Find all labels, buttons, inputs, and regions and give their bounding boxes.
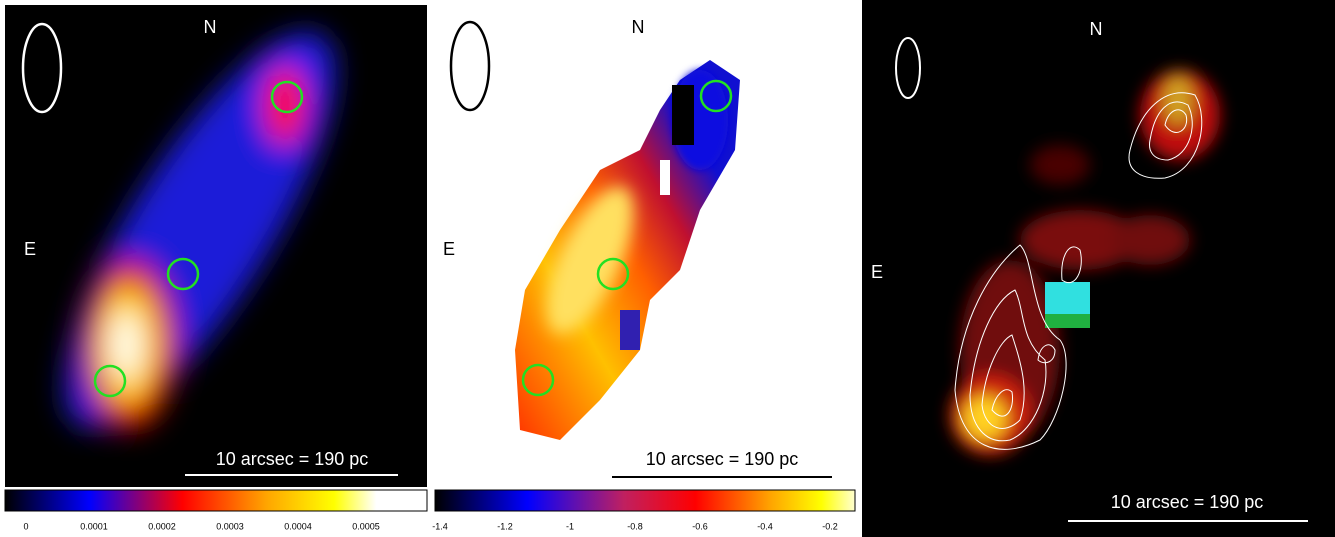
- colorbar-tick-label: 0.0005: [352, 521, 380, 531]
- east-label: E: [443, 239, 455, 259]
- east-label: E: [24, 239, 36, 259]
- contour: [969, 289, 1047, 442]
- panel-index-map: [434, 20, 856, 512]
- colorbar-tick-label: 0.0002: [148, 521, 176, 531]
- colorbar-tick-label: -0.2: [822, 521, 838, 531]
- contour: [1037, 344, 1056, 364]
- colorbar-tick-label: -1.2: [497, 521, 513, 531]
- colorbar-tick-label: -1: [566, 521, 574, 531]
- marker-circle: [166, 257, 200, 291]
- contour: [991, 389, 1014, 417]
- colorbar-tick-label: -0.6: [692, 521, 708, 531]
- beam-ellipse: [449, 20, 491, 112]
- scale-bar-label: 10 arcsec = 190 pc: [1111, 492, 1264, 512]
- colorbar-tick-label: -1.4: [432, 521, 448, 531]
- colorbar-tick-label: 0.0004: [284, 521, 312, 531]
- blob: [1163, 75, 1193, 125]
- marker-circle: [270, 80, 304, 114]
- blob: [1110, 215, 1190, 265]
- blob: [963, 396, 1007, 440]
- blob: [1045, 282, 1090, 314]
- colorbar-tick-label: 0.0003: [216, 521, 244, 531]
- marker-circle: [596, 257, 630, 291]
- contour: [1149, 101, 1193, 161]
- panel-rgb-map: [862, 0, 1335, 537]
- blob: [1030, 145, 1090, 185]
- north-label: N: [204, 17, 217, 37]
- colorbar: [434, 489, 856, 512]
- north-label: N: [1090, 19, 1103, 39]
- marker-circle: [93, 364, 127, 398]
- contour: [1061, 246, 1082, 283]
- beam-ellipse: [895, 37, 921, 99]
- blob: [620, 310, 640, 350]
- colorbar-tick-label: -0.8: [627, 521, 643, 531]
- scale-bar-label: 10 arcsec = 190 pc: [216, 449, 369, 469]
- emission: [515, 60, 740, 440]
- contours: [954, 92, 1203, 450]
- emission: [64, 31, 336, 430]
- contour: [1164, 109, 1188, 133]
- blob: [672, 85, 694, 145]
- colorbar-tick-label: 0.0001: [80, 521, 108, 531]
- marker-circle: [699, 79, 733, 113]
- marker-circle: [521, 363, 555, 397]
- contour: [1128, 92, 1203, 179]
- contour: [954, 244, 1067, 450]
- blob: [546, 186, 634, 334]
- panel-intensity-map: [4, 5, 428, 512]
- gap: [660, 160, 670, 195]
- beam-ellipse: [21, 22, 63, 114]
- colorbar: [4, 489, 428, 512]
- blob: [1020, 210, 1140, 270]
- blob: [1045, 314, 1090, 328]
- north-label: N: [632, 17, 645, 37]
- colorbar-tick-label: 0: [23, 521, 28, 531]
- contour: [981, 334, 1025, 429]
- colorbar-tick-label: -0.4: [757, 521, 773, 531]
- blob: [110, 311, 142, 379]
- east-label: E: [871, 262, 883, 282]
- scale-bar-label: 10 arcsec = 190 pc: [646, 449, 799, 469]
